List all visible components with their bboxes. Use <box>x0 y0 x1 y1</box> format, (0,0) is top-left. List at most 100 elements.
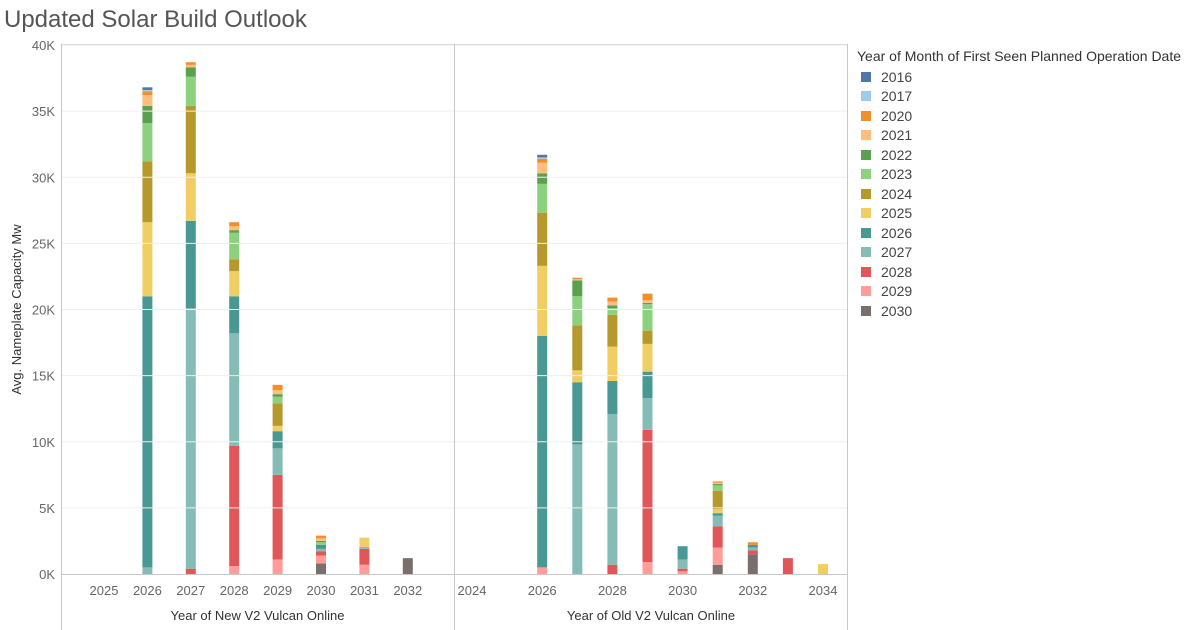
y-tick-0K: 0K <box>39 567 55 582</box>
y-tick-40K: 40K <box>32 38 55 53</box>
legend-item-2028[interactable]: 2028 <box>857 262 1200 282</box>
legend-item-2030[interactable]: 2030 <box>857 301 1200 321</box>
bar-segment-2031-2023 <box>712 485 723 491</box>
legend-item-2021[interactable]: 2021 <box>857 126 1200 146</box>
bar-segment-2028-2021 <box>229 226 240 231</box>
panel-left: 2025 2026 2027 2028 2029 2030 2031 2032 Year of … <box>90 62 422 623</box>
bar-segment-2031-2028 <box>359 548 370 565</box>
x-tick-2028: 2028 <box>220 583 249 598</box>
x-tick-2030: 2030 <box>307 583 336 598</box>
bar-segment-2030-2026 <box>316 544 326 549</box>
legend-label: 2025 <box>881 205 913 222</box>
y-tick-20K: 20K <box>32 303 55 318</box>
x-tick-2034: 2034 <box>809 583 838 598</box>
bar-segment-2027-2020 <box>185 62 196 65</box>
legend-item-2017[interactable]: 2017 <box>857 87 1200 107</box>
bar-segment-2031-2027 <box>359 546 370 549</box>
chart-frame: 0K 5K 10K 15K 20K 25K 30K 35K 40K Avg. Nameplate … <box>9 38 848 630</box>
legend-swatch <box>861 71 871 82</box>
legend-item-2020[interactable]: 2020 <box>857 106 1200 126</box>
bar-segment-2027-2027 <box>185 308 196 569</box>
bar-segment-2026-2026 <box>142 296 153 568</box>
legend-swatch <box>861 266 871 277</box>
bar-segment-2027-2020 <box>572 277 583 280</box>
bar-segment-2029-2027 <box>642 398 653 430</box>
bar-segment-2028-2020 <box>607 297 618 302</box>
bar-segment-2026-2022 <box>537 173 548 184</box>
y-tick-25K: 25K <box>32 236 55 251</box>
bar-segment-2031-2030 <box>712 564 723 574</box>
legend: Year of Month of First Seen Planned Oper… <box>857 48 1200 321</box>
bar-segment-2031-2022 <box>712 484 723 486</box>
bar-segment-2030-2027 <box>316 548 326 552</box>
bar-segment-2027-2027 <box>572 444 583 574</box>
legend-item-2029[interactable]: 2029 <box>857 282 1200 302</box>
bar-segment-2026-2023 <box>142 123 153 162</box>
bar-segment-2026-2025 <box>537 265 548 336</box>
bar-segment-2029-2029 <box>642 562 653 574</box>
bar-segment-2028-2026 <box>229 296 240 334</box>
bar-segment-2027-2022 <box>185 67 196 77</box>
x-tick-2024: 2024 <box>458 583 487 598</box>
bar-segment-2031-2026 <box>712 513 723 516</box>
legend-swatch <box>861 110 871 121</box>
bar-segment-2031-2025 <box>712 509 723 514</box>
bar-segment-2028-2024 <box>229 259 240 272</box>
legend-label: 2026 <box>881 224 913 241</box>
y-tick-15K: 15K <box>32 369 55 384</box>
bar-segment-2028-2022 <box>607 305 618 309</box>
legend-swatch <box>861 91 871 102</box>
y-tick-10K: 10K <box>32 435 55 450</box>
y-tick-5K: 5K <box>39 501 55 516</box>
bar-segment-2028-2023 <box>607 308 618 315</box>
bar-segment-2026-2021 <box>142 95 153 106</box>
bar-segment-2028-2025 <box>229 271 240 297</box>
legend-swatch <box>861 305 871 316</box>
legend-label: 2027 <box>881 244 913 261</box>
bar-segment-2030-2028 <box>316 551 326 556</box>
bar-segment-2032-2020 <box>747 542 758 545</box>
bar-segment-2026-2029 <box>537 567 548 574</box>
bar-segment-2026-2022 <box>142 105 153 124</box>
bar-segment-2030-2028 <box>677 568 688 572</box>
x-tick-2030: 2030 <box>668 583 697 598</box>
bar-segment-2030-2022 <box>316 540 326 543</box>
legend-item-2025[interactable]: 2025 <box>857 204 1200 224</box>
bar-segment-2029-2024 <box>642 330 653 344</box>
bar-segment-2026-2017 <box>537 157 548 159</box>
legend-item-2023[interactable]: 2023 <box>857 165 1200 185</box>
legend-label: 2023 <box>881 166 913 183</box>
bar-segment-2029-2028 <box>272 474 283 560</box>
legend-item-2027[interactable]: 2027 <box>857 243 1200 263</box>
bar-segment-2027-2028 <box>185 568 196 574</box>
bar-segment-2028-2027 <box>229 333 240 446</box>
legend-item-2026[interactable]: 2026 <box>857 223 1200 243</box>
legend-swatch <box>861 130 871 141</box>
bar-segment-2029-2021 <box>642 300 653 303</box>
bar-segment-2030-2026 <box>677 546 688 560</box>
legend-swatch <box>861 227 871 238</box>
bar-segment-2029-2029 <box>272 559 283 574</box>
y-tick-35K: 35K <box>32 104 55 119</box>
x-tick-2026: 2026 <box>528 583 557 598</box>
bar-segment-2028-2029 <box>229 566 240 574</box>
bar-segment-2027-2021 <box>185 64 196 68</box>
bar-segment-2030-2027 <box>677 559 688 569</box>
bar-segment-2030-2029 <box>316 555 326 564</box>
panel-right: 2024 2026 2028 2030 2032 2034 Year of Old V2 V… <box>458 154 838 623</box>
bar-segment-2026-2025 <box>142 222 153 297</box>
x-tick-2026: 2026 <box>133 583 162 598</box>
bar-segment-2032-2030 <box>747 554 758 574</box>
bar-segment-2029-2025 <box>272 425 283 432</box>
legend-item-2022[interactable]: 2022 <box>857 145 1200 165</box>
bar-segment-2026-2020 <box>537 158 548 163</box>
bar-segment-2034-2025 <box>818 564 828 574</box>
bar-segment-2026-2020 <box>142 91 153 96</box>
x-axis-title: Year of New V2 Vulcan Online <box>171 608 345 623</box>
legend-item-2024[interactable]: 2024 <box>857 184 1200 204</box>
bar-segment-2029-2020 <box>272 384 283 391</box>
legend-item-2016[interactable]: 2016 <box>857 67 1200 87</box>
bar-segment-2026-2021 <box>537 162 548 174</box>
x-tick-2031: 2031 <box>350 583 379 598</box>
bar-segment-2028-2022 <box>229 230 240 233</box>
